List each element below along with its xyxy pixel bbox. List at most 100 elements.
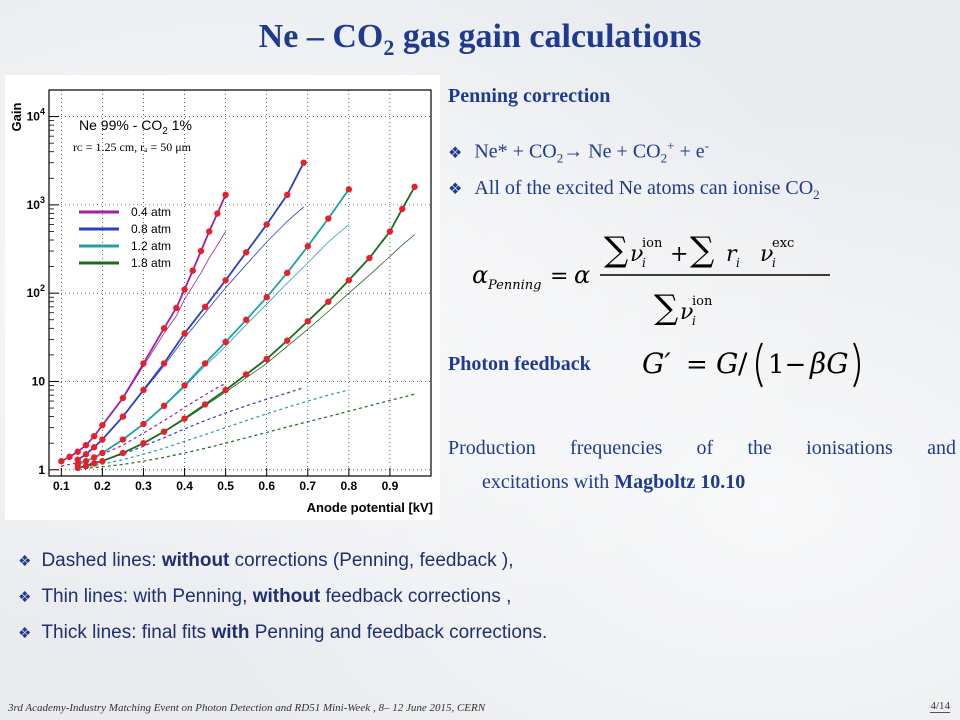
legend-label: 1.8 atm bbox=[131, 256, 171, 270]
data-point bbox=[74, 456, 81, 463]
svg-text:ν: ν bbox=[630, 242, 643, 267]
dashed-curve-3 bbox=[77, 393, 415, 470]
data-point bbox=[181, 286, 188, 293]
svg-text:i: i bbox=[772, 256, 776, 270]
x-tick-labels: 0.1 0.2 0.3 0.4 0.5 0.6 0.7 0.8 0.9 bbox=[53, 479, 399, 493]
magboltz-version: Magboltz 10.10 bbox=[614, 471, 746, 493]
data-point bbox=[58, 458, 65, 465]
svg-text:ν: ν bbox=[680, 300, 693, 325]
diamond-bullet-icon: ❖ bbox=[448, 144, 463, 162]
data-point bbox=[160, 428, 168, 435]
data-point bbox=[189, 267, 196, 274]
y-tick-label: 102 bbox=[27, 283, 45, 300]
data-point bbox=[284, 191, 291, 199]
data-point bbox=[90, 432, 98, 440]
data-point bbox=[140, 439, 147, 447]
feedback-formula: G′ = G / 1− βG bbox=[642, 342, 860, 388]
data-point bbox=[214, 210, 221, 217]
gas-annotation: Ne 99% - CO2 1% bbox=[79, 117, 192, 137]
thick-curve-2 bbox=[77, 188, 350, 466]
data-point bbox=[304, 318, 311, 325]
thick-curve-3 bbox=[77, 186, 416, 469]
summary-bullet-dashed: ❖ Dashed lines: without corrections (Penn… bbox=[18, 550, 514, 571]
data-point bbox=[284, 269, 291, 277]
data-point bbox=[90, 444, 98, 451]
x-tick-label: 0.5 bbox=[217, 479, 234, 493]
svg-text:=: = bbox=[550, 264, 568, 289]
data-point bbox=[205, 228, 213, 235]
data-point bbox=[181, 330, 188, 337]
diamond-bullet-icon: ❖ bbox=[18, 589, 32, 606]
svg-text:Penning: Penning bbox=[487, 278, 541, 293]
dashed-curve-2 bbox=[77, 389, 349, 469]
data-point bbox=[325, 215, 332, 222]
summary-bullet-thin: ❖ Thin lines: with Penning, without feedb… bbox=[18, 586, 512, 607]
data-point bbox=[74, 464, 81, 472]
data-point bbox=[160, 325, 168, 332]
svg-text:1−: 1− bbox=[768, 350, 806, 380]
data-point bbox=[99, 421, 106, 429]
diamond-bullet-icon: ❖ bbox=[18, 625, 32, 642]
svg-text:r: r bbox=[726, 242, 738, 267]
production-line-1: Production frequencies of the ionisation… bbox=[448, 437, 956, 459]
x-tick-label: 0.8 bbox=[341, 479, 358, 493]
plot-curves bbox=[60, 162, 416, 470]
data-point bbox=[366, 254, 373, 262]
slide-title: Ne – CO2 gas gain calculations bbox=[258, 18, 702, 60]
svg-text:G: G bbox=[716, 347, 738, 380]
data-point bbox=[82, 462, 90, 470]
data-point bbox=[99, 449, 106, 457]
data-point bbox=[222, 386, 229, 394]
data-point bbox=[325, 298, 332, 305]
data-point bbox=[222, 338, 229, 346]
data-point bbox=[300, 159, 307, 166]
x-tick-label: 0.6 bbox=[258, 479, 275, 493]
data-point bbox=[411, 183, 418, 191]
data-point bbox=[222, 191, 229, 199]
summary-bullet-thick: ❖ Thick lines: final fits with Penning an… bbox=[18, 622, 548, 643]
x-tick-label: 0.1 bbox=[53, 479, 70, 493]
data-point bbox=[201, 303, 209, 311]
summary-bullets: ❖ Dashed lines: without corrections (Penn… bbox=[18, 550, 918, 658]
data-point bbox=[119, 449, 127, 457]
data-point bbox=[99, 436, 106, 443]
data-point bbox=[222, 277, 229, 284]
data-point bbox=[119, 436, 127, 443]
plot-points bbox=[58, 159, 418, 472]
data-point bbox=[242, 371, 250, 378]
photon-feedback-heading: Photon feedback bbox=[448, 353, 591, 375]
svg-text:∑: ∑ bbox=[604, 230, 628, 270]
right-column: Penning correction ❖ Ne* + CO2→ Ne + CO2… bbox=[448, 85, 956, 493]
data-point bbox=[263, 294, 270, 301]
data-point bbox=[160, 360, 168, 367]
data-point bbox=[345, 186, 353, 193]
data-point bbox=[119, 394, 127, 402]
data-point bbox=[263, 221, 270, 228]
data-point bbox=[304, 243, 311, 250]
y-axis-label: Gain bbox=[9, 102, 24, 131]
data-point bbox=[119, 413, 127, 420]
data-point bbox=[263, 355, 270, 363]
plot-frame bbox=[48, 89, 432, 477]
x-tick-label: 0.9 bbox=[382, 479, 399, 493]
y-tick-label: 1 bbox=[38, 463, 45, 477]
plot-legend: 0.4 atm 0.8 atm 1.2 atm 1.8 atm bbox=[79, 205, 171, 270]
data-point bbox=[197, 247, 205, 255]
svg-text:α: α bbox=[472, 261, 488, 289]
svg-text:βG: βG bbox=[809, 347, 849, 380]
svg-text:G′: G′ bbox=[642, 347, 671, 380]
svg-text:i: i bbox=[692, 314, 696, 325]
thin-curve-2 bbox=[77, 224, 350, 465]
penning-formula: α Penning = α ∑ ν ion i + ∑ r i ν exc i … bbox=[472, 230, 830, 325]
data-point bbox=[140, 360, 147, 367]
data-point bbox=[82, 451, 90, 458]
y-tick-label: 104 bbox=[27, 107, 45, 124]
data-point bbox=[90, 454, 98, 461]
data-point bbox=[74, 448, 81, 455]
data-point bbox=[140, 420, 147, 428]
legend-label: 1.2 atm bbox=[131, 239, 171, 253]
svg-text:exc: exc bbox=[772, 236, 794, 251]
data-point bbox=[386, 228, 394, 235]
x-tick-label: 0.2 bbox=[94, 479, 111, 493]
thick-curve-0 bbox=[60, 194, 227, 462]
